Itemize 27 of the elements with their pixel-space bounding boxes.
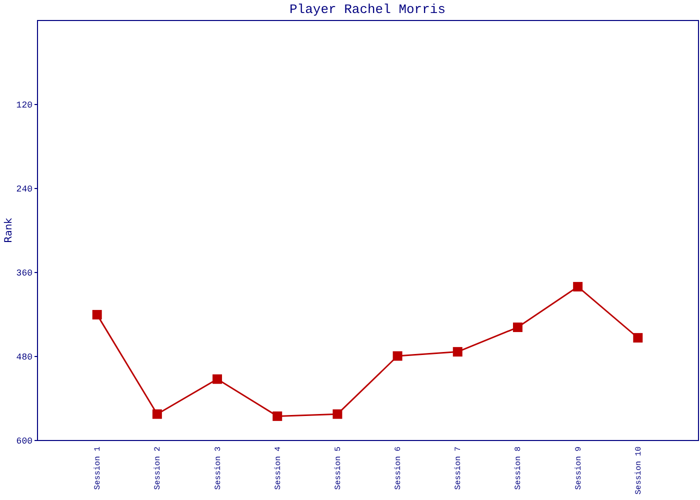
x-tick-label: Session 1: [94, 446, 103, 490]
point: [92, 310, 102, 320]
x-tick-label: Session 5: [334, 446, 343, 490]
point: [332, 409, 342, 419]
point: [633, 333, 643, 343]
y-tick-label: 240: [16, 184, 32, 194]
x-tick-label: Session 2: [154, 446, 163, 490]
point: [452, 347, 462, 357]
x-tick-label: Session 8: [514, 446, 524, 490]
x-tick-label: Session 4: [274, 446, 283, 490]
chart-title: Player Rachel Morris: [289, 2, 446, 17]
point: [212, 374, 222, 384]
x-tick-label: Session 3: [214, 446, 223, 490]
x-tick-label: Session 10: [634, 446, 644, 495]
y-tick-label: 360: [16, 268, 32, 278]
point: [152, 409, 162, 419]
y-tick-label: 600: [16, 436, 32, 446]
y-tick-label: 480: [16, 352, 32, 362]
x-tick-label: Session 9: [574, 446, 584, 490]
y-tick-label: 120: [16, 100, 32, 110]
point: [512, 322, 522, 332]
point: [573, 282, 583, 292]
y-axis-title: Rank: [3, 218, 14, 243]
point: [272, 411, 282, 421]
x-tick-label: Session 7: [454, 446, 464, 490]
point: [392, 351, 402, 361]
x-tick-label: Session 6: [394, 446, 404, 490]
